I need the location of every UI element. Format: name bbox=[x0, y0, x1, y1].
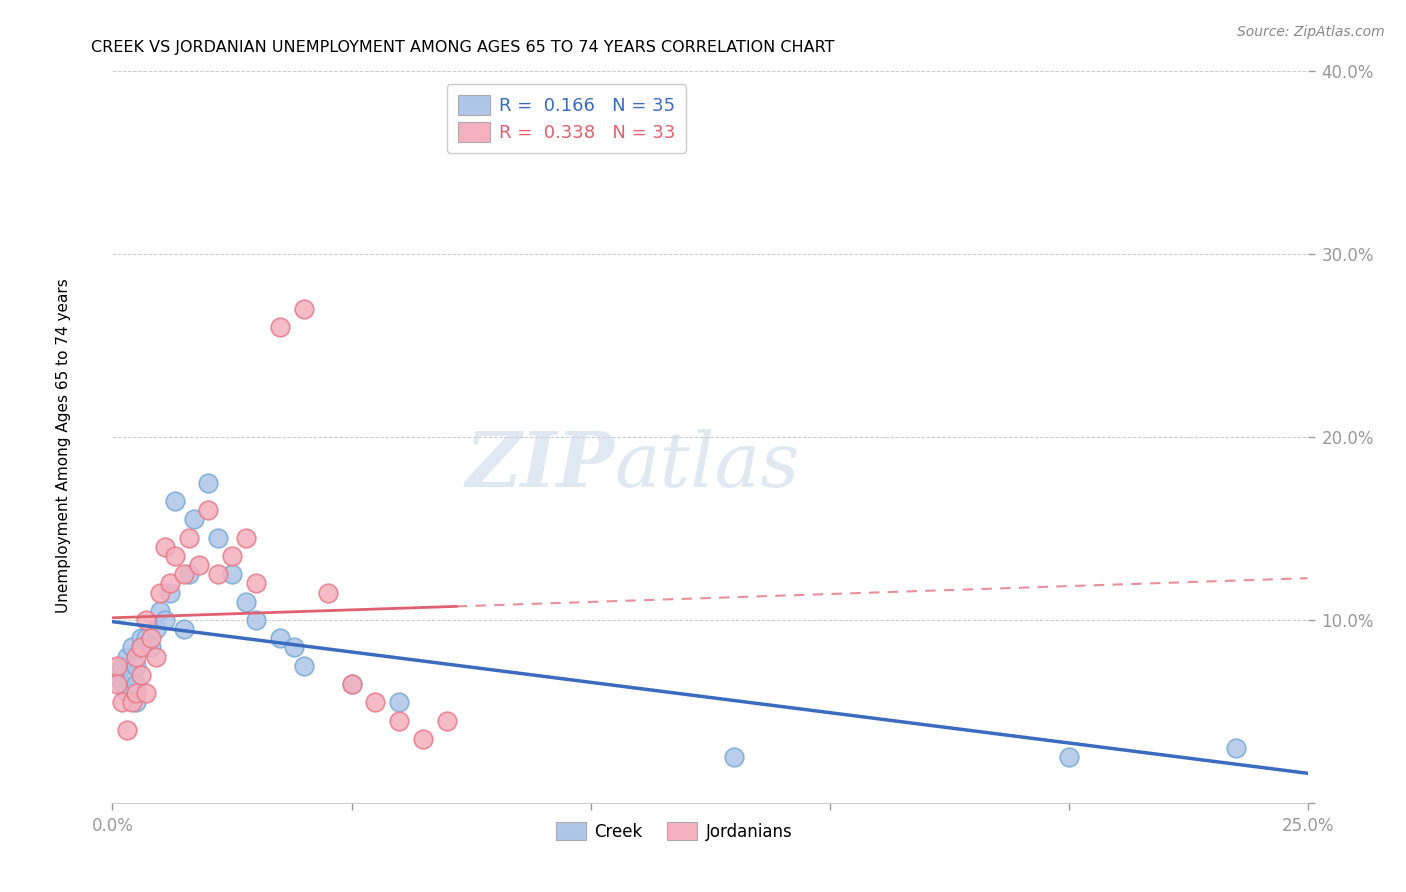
Point bbox=[1225, 740, 1247, 755]
Point bbox=[135, 686, 157, 700]
Point bbox=[388, 714, 411, 728]
Point bbox=[121, 695, 143, 709]
Point bbox=[207, 567, 229, 582]
Point bbox=[111, 658, 134, 673]
Point bbox=[149, 585, 172, 599]
Legend: Creek, Jordanians: Creek, Jordanians bbox=[547, 814, 801, 849]
Point bbox=[125, 677, 148, 691]
Point bbox=[340, 677, 363, 691]
Point bbox=[245, 576, 267, 591]
Point bbox=[125, 649, 148, 664]
Point bbox=[177, 531, 200, 545]
Point bbox=[149, 604, 172, 618]
Point bbox=[183, 512, 205, 526]
Point bbox=[340, 677, 363, 691]
Point bbox=[111, 695, 134, 709]
Text: Source: ZipAtlas.com: Source: ZipAtlas.com bbox=[1237, 25, 1385, 39]
Point bbox=[115, 649, 138, 664]
Point bbox=[269, 320, 291, 334]
Point bbox=[129, 667, 152, 681]
Point bbox=[316, 585, 339, 599]
Point bbox=[145, 649, 167, 664]
Point bbox=[105, 677, 128, 691]
Point bbox=[221, 567, 243, 582]
Point bbox=[139, 640, 162, 655]
Point bbox=[135, 632, 157, 646]
Point bbox=[388, 695, 411, 709]
Text: CREEK VS JORDANIAN UNEMPLOYMENT AMONG AGES 65 TO 74 YEARS CORRELATION CHART: CREEK VS JORDANIAN UNEMPLOYMENT AMONG AG… bbox=[91, 40, 835, 55]
Point bbox=[135, 613, 157, 627]
Point bbox=[177, 567, 200, 582]
Point bbox=[125, 658, 148, 673]
Point bbox=[173, 567, 195, 582]
Point bbox=[105, 667, 128, 681]
Text: atlas: atlas bbox=[614, 429, 800, 503]
Point bbox=[292, 658, 315, 673]
Point bbox=[153, 613, 176, 627]
Point bbox=[197, 475, 219, 490]
Point bbox=[163, 549, 186, 563]
Point bbox=[129, 632, 152, 646]
Point bbox=[121, 640, 143, 655]
Point bbox=[292, 301, 315, 317]
Point bbox=[364, 695, 387, 709]
Point bbox=[145, 622, 167, 636]
Point bbox=[125, 686, 148, 700]
Point bbox=[235, 594, 257, 608]
Point bbox=[153, 540, 176, 554]
Point bbox=[221, 549, 243, 563]
Point bbox=[111, 677, 134, 691]
Point bbox=[283, 640, 305, 655]
Point bbox=[235, 531, 257, 545]
Point bbox=[412, 731, 434, 746]
Point bbox=[1057, 750, 1080, 764]
Point bbox=[125, 695, 148, 709]
Point bbox=[115, 686, 138, 700]
Point bbox=[121, 667, 143, 681]
Point bbox=[723, 750, 745, 764]
Point bbox=[129, 640, 152, 655]
Point bbox=[105, 658, 128, 673]
Point bbox=[159, 585, 181, 599]
Point bbox=[163, 494, 186, 508]
Point bbox=[197, 503, 219, 517]
Text: Unemployment Among Ages 65 to 74 years: Unemployment Among Ages 65 to 74 years bbox=[56, 278, 70, 614]
Point bbox=[139, 632, 162, 646]
Text: ZIP: ZIP bbox=[465, 429, 614, 503]
Point bbox=[436, 714, 458, 728]
Point bbox=[207, 531, 229, 545]
Point bbox=[269, 632, 291, 646]
Point bbox=[173, 622, 195, 636]
Point bbox=[129, 640, 152, 655]
Point bbox=[115, 723, 138, 737]
Point bbox=[245, 613, 267, 627]
Point bbox=[187, 558, 209, 573]
Point bbox=[159, 576, 181, 591]
